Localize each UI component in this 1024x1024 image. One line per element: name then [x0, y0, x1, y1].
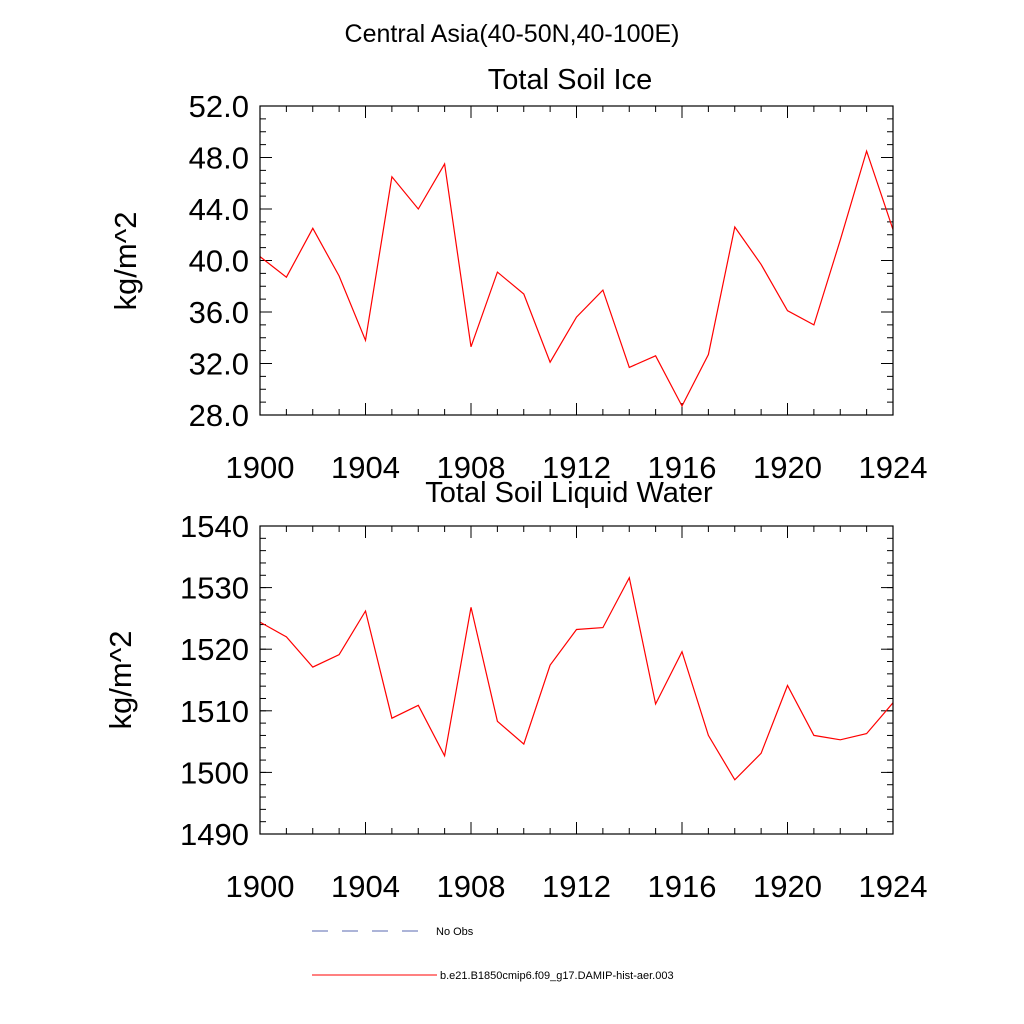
y-tick-label: 36.0: [189, 295, 249, 330]
panel-total-soil-liquid-water: Total Soil Liquid Water kg/m^2 1900 1904 1…: [103, 477, 927, 904]
panel-title-soil-liquid-water: Total Soil Liquid Water: [425, 477, 713, 509]
x-tick-label: 1908: [437, 450, 506, 485]
x-tick-label: 1900: [226, 869, 295, 904]
y-tick-label: 1530: [180, 571, 249, 606]
x-tick-label: 1900: [226, 450, 295, 485]
x-tick-label: 1912: [542, 869, 611, 904]
figure-main-title: Central Asia(40-50N,40-100E): [345, 20, 680, 48]
legend: No Obs b.e21.B1850cmip6.f09_g17.DAMIP-hi…: [312, 926, 674, 982]
plot-frame-soil-ice: [259, 105, 894, 416]
x-tick-label: 1904: [331, 450, 400, 485]
series-group-soil-ice: [259, 149, 894, 408]
x-tick-label: 1920: [753, 450, 822, 485]
y-tick-label: 1490: [180, 817, 249, 852]
y-tick-label: 44.0: [189, 192, 249, 227]
y-axis-label-soil-liquid-water: kg/m^2: [103, 631, 138, 730]
x-tick-label: 1916: [648, 450, 717, 485]
x-tick-label: 1908: [437, 869, 506, 904]
legend-label-model-run: b.e21.B1850cmip6.f09_g17.DAMIP-hist-aer.…: [440, 970, 674, 982]
y-tick-label: 48.0: [189, 141, 249, 176]
series-line-soil-ice: [259, 149, 894, 408]
panel-title-soil-ice: Total Soil Ice: [488, 64, 652, 96]
x-tick-label: 1912: [542, 450, 611, 485]
x-tick-label: 1920: [753, 869, 822, 904]
y-tick-label: 1520: [180, 632, 249, 667]
series-group-soil-liquid-water: [259, 575, 894, 781]
series-line-soil-liquid-water: [259, 575, 894, 781]
x-tick-label: 1924: [859, 450, 928, 485]
axis-ticks-soil-ice: 1900 1904 1908 1912 1916 1920 1924 28.0 32.0 36.0…: [189, 89, 928, 485]
plot-frame-soil-liquid-water: [259, 525, 894, 835]
y-tick-label: 52.0: [189, 89, 249, 124]
y-tick-label: 1510: [180, 694, 249, 729]
y-tick-label: 40.0: [189, 244, 249, 279]
x-tick-label: 1904: [331, 869, 400, 904]
y-tick-label: 1500: [180, 755, 249, 790]
y-axis-label-soil-ice: kg/m^2: [108, 212, 143, 311]
y-tick-label: 1540: [180, 509, 249, 544]
panel-total-soil-ice: Total Soil Ice kg/m^2 1900 1904 1908 1912 19…: [108, 64, 927, 485]
x-tick-label: 1924: [859, 869, 928, 904]
axis-ticks-soil-liquid-water: 1900 1904 1908 1912 1916 1920 1924 1490 1500 1510…: [180, 509, 927, 904]
x-tick-label: 1916: [648, 869, 717, 904]
y-tick-label: 28.0: [189, 398, 249, 433]
legend-label-no-obs: No Obs: [436, 926, 474, 938]
y-tick-label: 32.0: [189, 347, 249, 382]
